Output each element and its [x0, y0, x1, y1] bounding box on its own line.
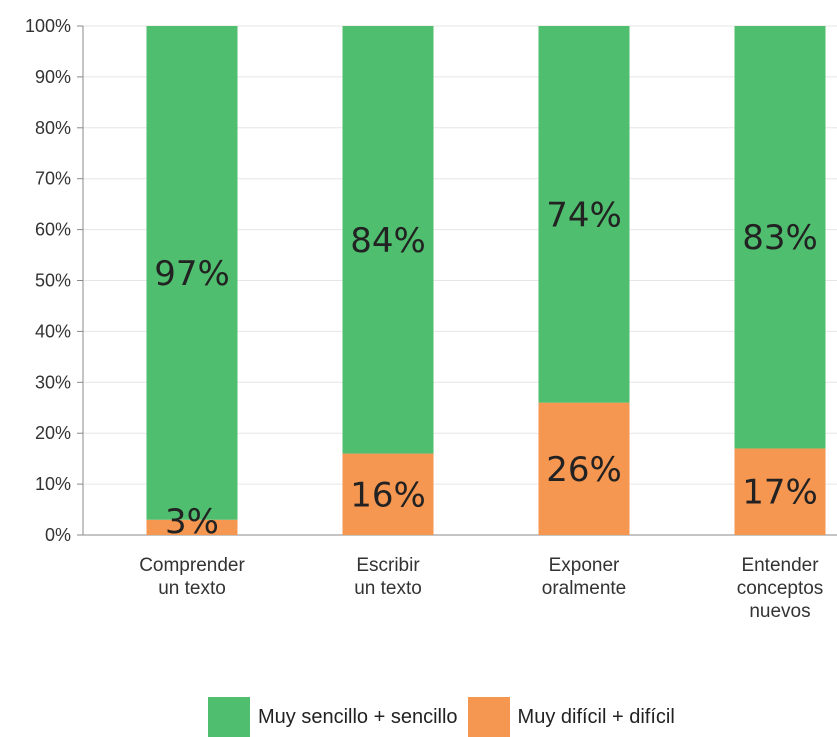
bar-segment [538, 402, 630, 535]
data-label: 17% [742, 473, 818, 513]
x-category-label: Escribir [356, 555, 420, 576]
x-category-label: un texto [158, 578, 226, 599]
y-tick-label: 60% [35, 220, 71, 240]
axes: 0% 10% 20% 30% 40% 50% 60% 70% 80% 90% 100% [25, 16, 837, 545]
y-tick-label: 10% [35, 474, 71, 494]
data-label: 26% [546, 450, 622, 490]
data-label: 74% [546, 195, 622, 235]
bar-segment [734, 26, 826, 449]
x-category-label: Entender [741, 555, 819, 576]
data-label: 16% [350, 475, 426, 515]
legend-label-sencillo: Muy sencillo + sencillo [258, 705, 458, 728]
legend-swatch-green [208, 697, 250, 737]
bars [146, 26, 826, 535]
legend-label-dificil: Muy difícil + difícil [517, 705, 675, 728]
y-tick-label: 30% [35, 372, 71, 392]
x-category-label: conceptos [737, 578, 824, 599]
legend-swatch-orange [467, 697, 510, 737]
x-category-label: Exponer [549, 555, 620, 576]
data-label: 97% [154, 254, 230, 294]
legend-item-sencillo: Muy sencillo + sencillo [208, 697, 458, 737]
y-tick-label: 80% [35, 118, 71, 138]
x-category-label: oralmente [542, 578, 627, 599]
y-tick-label: 70% [35, 169, 71, 189]
y-tick-label: 20% [35, 423, 71, 443]
x-category-label: Comprender [139, 555, 245, 576]
x-category-label: un texto [354, 578, 422, 599]
legend: Muy sencillo + sencillo Muy difícil + di… [208, 697, 685, 737]
data-labels: 3% 97% 16% 84% 26% 74% 17% 83% [154, 195, 818, 542]
y-tick-label: 100% [25, 16, 71, 36]
y-tick-label: 90% [35, 67, 71, 87]
data-label: 83% [742, 218, 818, 258]
data-label: 3% [165, 502, 219, 542]
legend-item-dificil: Muy difícil + difícil [467, 697, 675, 737]
y-tick-label: 50% [35, 271, 71, 291]
y-tick-label: 40% [35, 321, 71, 341]
bar-segment [538, 26, 630, 403]
y-tick-label: 0% [45, 525, 71, 545]
bar-segment [342, 26, 434, 454]
x-category-label: nuevos [749, 601, 810, 622]
bar-segment [146, 519, 238, 535]
bar-segment [146, 26, 238, 520]
data-label: 84% [350, 221, 426, 261]
bar-segment [734, 448, 826, 535]
bar-segment [342, 453, 434, 535]
